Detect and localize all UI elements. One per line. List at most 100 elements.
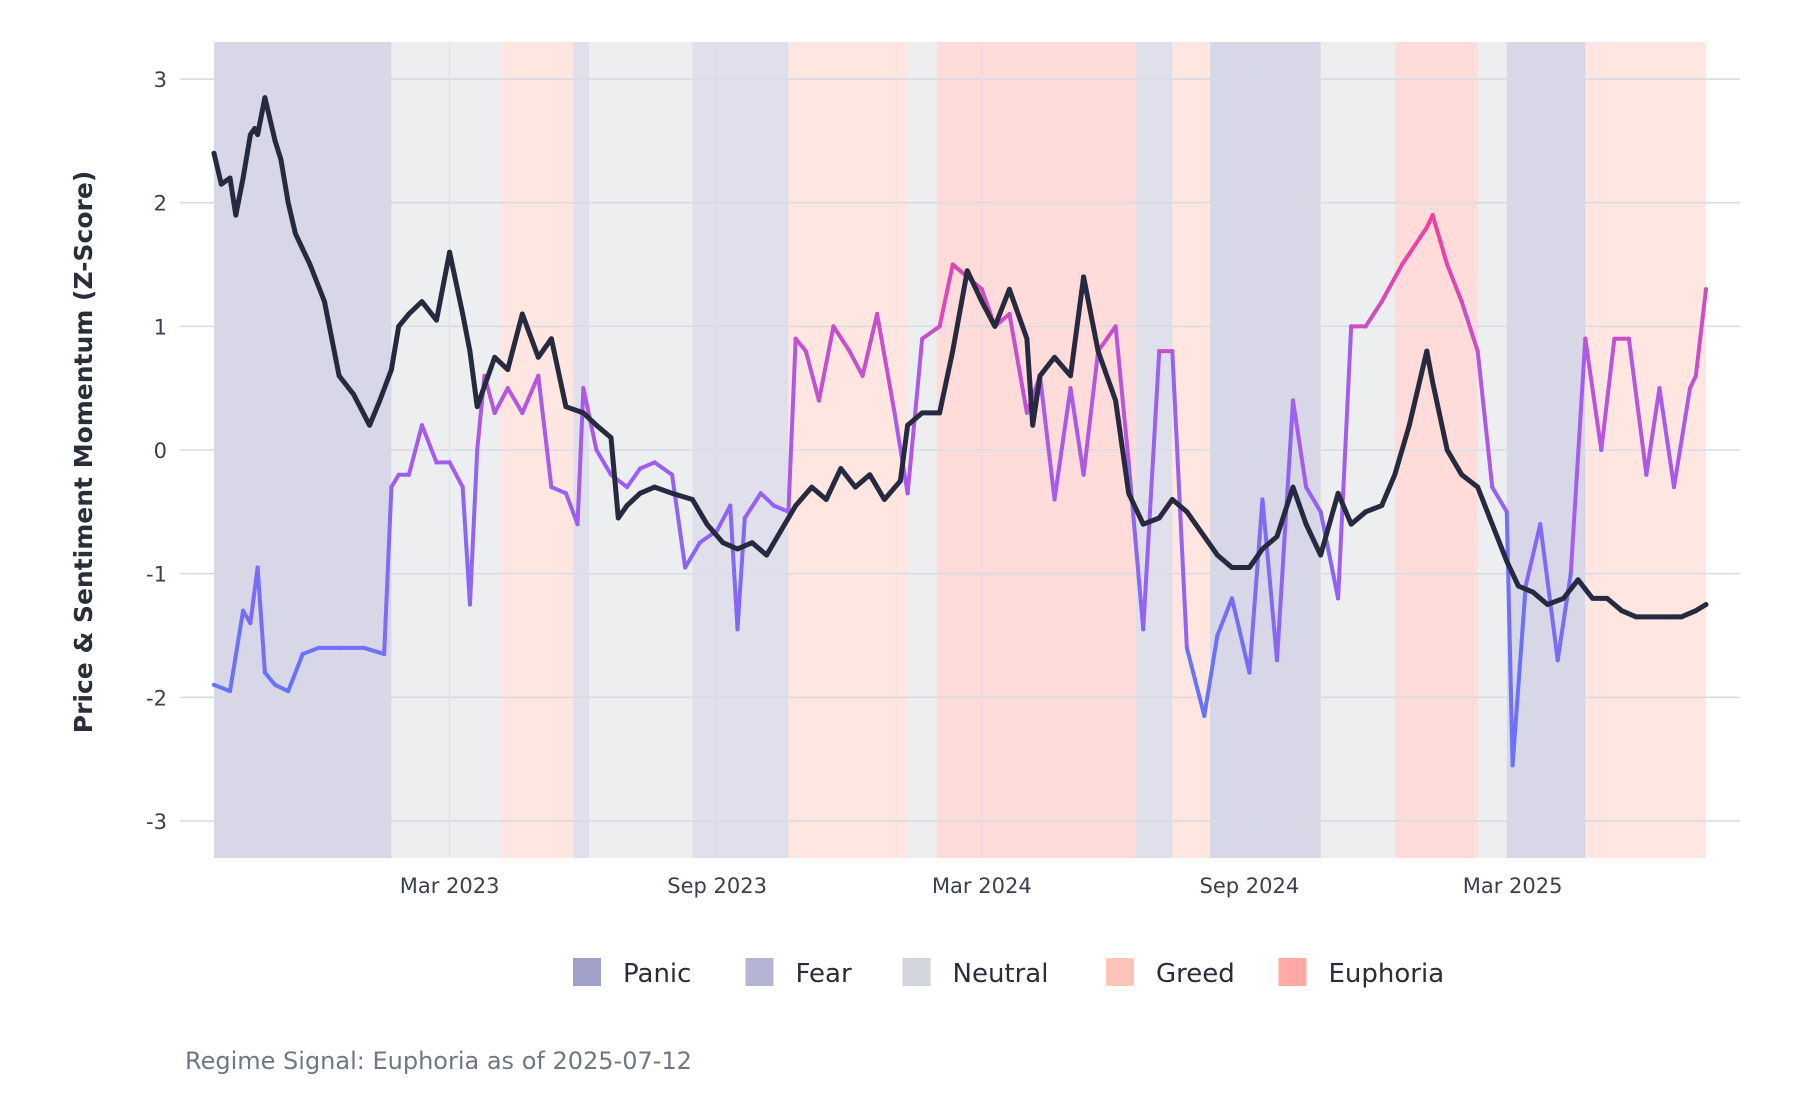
sentiment-point [697, 540, 702, 545]
price-point [1406, 422, 1412, 428]
sentiment-point [1126, 460, 1131, 465]
sentiment-segment [1007, 312, 1029, 415]
sentiment-point [1538, 522, 1543, 527]
sentiment-point [1157, 349, 1162, 354]
price-series-line [211, 95, 1709, 620]
price-point [1335, 490, 1341, 496]
x-tick-label: Sep 2023 [667, 874, 767, 898]
sentiment-segment [492, 386, 510, 415]
price-point [367, 422, 372, 428]
sentiment-segment [1626, 336, 1649, 477]
price-point [1126, 490, 1132, 496]
sentiment-point [316, 645, 321, 650]
sentiment-point [536, 373, 541, 378]
price-point [608, 435, 614, 441]
price-point [1318, 552, 1324, 558]
price-point [492, 354, 498, 360]
sentiment-point [758, 491, 763, 496]
price-point [580, 410, 586, 416]
sentiment-point [460, 485, 465, 490]
sentiment-point [1599, 448, 1604, 452]
price-point [1156, 515, 1162, 521]
price-point [1504, 558, 1510, 564]
sentiment-point [1007, 312, 1012, 316]
price-point [867, 472, 873, 478]
sentiment-point [905, 491, 910, 496]
sentiment-point [262, 670, 267, 675]
x-tick-label: Mar 2024 [932, 874, 1032, 898]
price-point [1214, 552, 1220, 558]
sentiment-segment [1202, 633, 1220, 718]
price-point [467, 348, 473, 354]
sentiment-point [212, 682, 216, 687]
sentiment-point [434, 460, 439, 465]
sentiment-segment [536, 373, 554, 490]
sentiment-segment [1459, 299, 1480, 354]
price-point [1229, 565, 1235, 570]
price-point [535, 354, 541, 360]
sentiment-segment [1445, 262, 1464, 304]
sentiment-segment [1379, 262, 1405, 304]
sentiment-point [816, 398, 821, 403]
sentiment-point [1363, 324, 1368, 329]
sentiment-point [793, 336, 798, 341]
price-point [720, 540, 726, 546]
price-point [950, 348, 956, 354]
sentiment-point [273, 682, 278, 687]
legend-label-euphoria: Euphoria [1329, 959, 1445, 989]
sentiment-point [227, 689, 232, 694]
price-point [1678, 614, 1684, 620]
sentiment-point [771, 503, 776, 508]
axes: -3 -2 -1 0 1 2 3 Mar 2023 Sep 2023 Mar 2024 Sep 20… [146, 68, 1562, 898]
sentiment-segment [1126, 460, 1146, 632]
sentiment-point [492, 410, 497, 415]
sentiment-point [248, 621, 253, 626]
price-point [1113, 398, 1118, 403]
price-point [838, 466, 844, 471]
price-point [1633, 614, 1639, 620]
sentiment-segment [505, 386, 525, 415]
sentiment-segment [847, 349, 865, 378]
sentiment-point [1024, 410, 1029, 415]
sentiment-point [1657, 386, 1662, 391]
sentiment-segment [549, 485, 568, 496]
sentiment-point [1568, 571, 1573, 576]
sentiment-segment [920, 324, 942, 341]
sentiment-segment [1215, 596, 1234, 638]
sentiment-point [1510, 763, 1515, 768]
price-point [406, 311, 412, 317]
sentiment-segment [1184, 645, 1207, 718]
sentiment-segment [624, 466, 643, 490]
sentiment-point [1247, 670, 1252, 675]
sentiment-point [831, 324, 836, 329]
sentiment-point [860, 373, 865, 378]
sentiment-point [1490, 485, 1495, 490]
sentiment-segment [742, 491, 763, 520]
y-tick-label: 3 [154, 68, 167, 92]
price-point [1619, 608, 1625, 614]
sentiment-point [505, 386, 510, 391]
sentiment-segment [1113, 324, 1131, 465]
price-point [1007, 286, 1012, 292]
sentiment-segment [1568, 336, 1588, 576]
sentiment-segment [735, 516, 747, 632]
price-point [1664, 614, 1670, 620]
price-point [624, 503, 630, 509]
sentiment-segment [1363, 299, 1384, 329]
price-point [615, 515, 621, 521]
sentiment-segment [300, 645, 321, 656]
sentiment-point [1475, 349, 1480, 354]
price-point [1516, 583, 1521, 589]
sentiment-segment [803, 349, 821, 403]
price-point [1703, 602, 1709, 607]
legend-swatch-neutral [902, 958, 931, 986]
price-point [1068, 373, 1073, 379]
price-point [809, 484, 815, 490]
sentiment-point [419, 423, 424, 428]
sentiment-segment [594, 448, 613, 477]
sentiment-point [920, 336, 925, 341]
sentiment-segment [1510, 584, 1528, 768]
price-point [240, 175, 246, 181]
sentiment-point [1336, 596, 1341, 601]
sentiment-segment [1400, 225, 1429, 267]
